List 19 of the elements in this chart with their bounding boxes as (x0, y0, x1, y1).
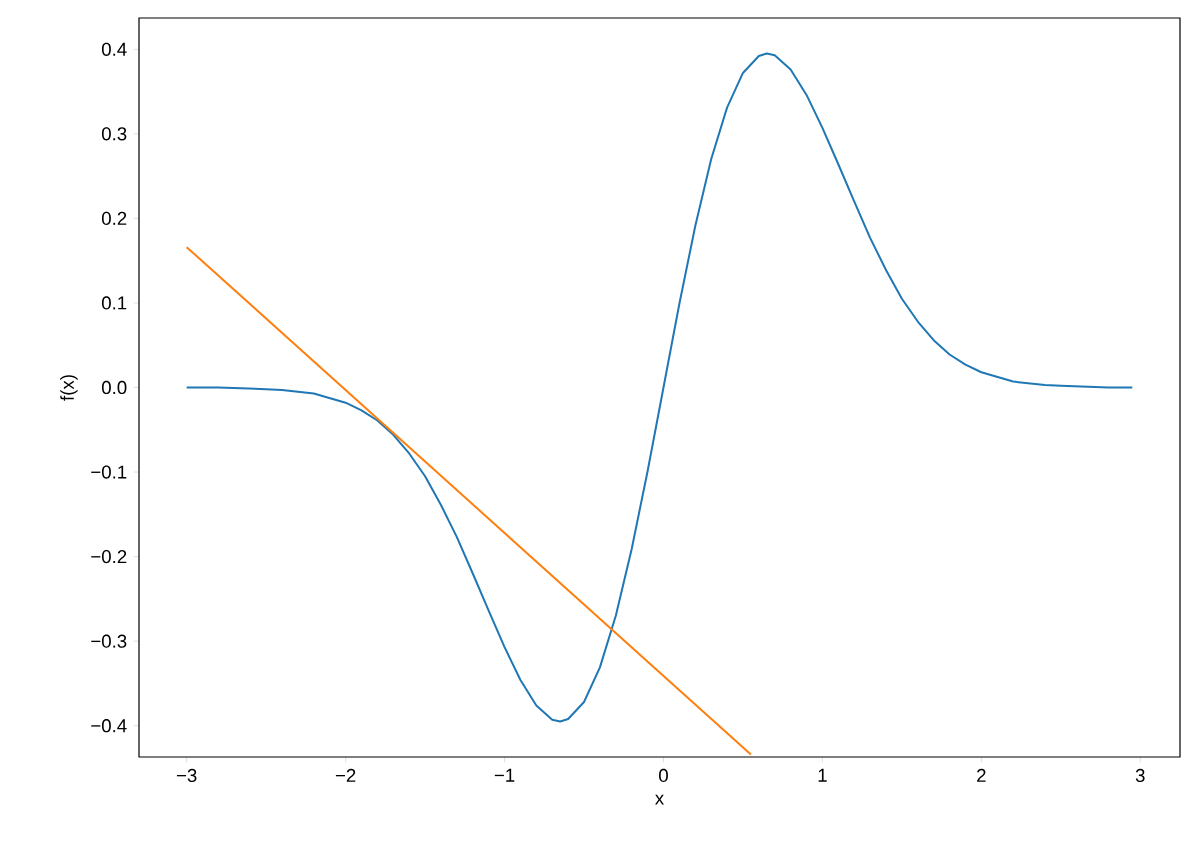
y-tick-label: 0.2 (101, 211, 127, 225)
y-tick-label: −0.2 (91, 549, 127, 564)
x-tick-label: −1 (494, 768, 515, 782)
y-tick-label: −0.4 (91, 719, 127, 733)
y-tick-label: 0.3 (101, 127, 127, 141)
x-axis-title: x (655, 794, 664, 805)
x-tick-label: −3 (176, 768, 197, 783)
y-tick-label: 0.1 (101, 296, 127, 310)
x-tick-label: −2 (335, 768, 356, 782)
x-tick-label: 0 (659, 768, 668, 783)
y-tick-label: 0.0 (101, 380, 127, 395)
y-axis-title: f(x) (60, 375, 78, 401)
x-tick-label: 3 (1135, 768, 1145, 783)
y-tick-label: 0.4 (101, 42, 127, 56)
y-tick-label: −0.1 (91, 465, 127, 479)
x-tick-label: 1 (818, 768, 827, 782)
x-tick-label: 2 (977, 768, 986, 782)
y-tick-label: −0.3 (91, 634, 127, 648)
line-series (185, 52, 1134, 723)
